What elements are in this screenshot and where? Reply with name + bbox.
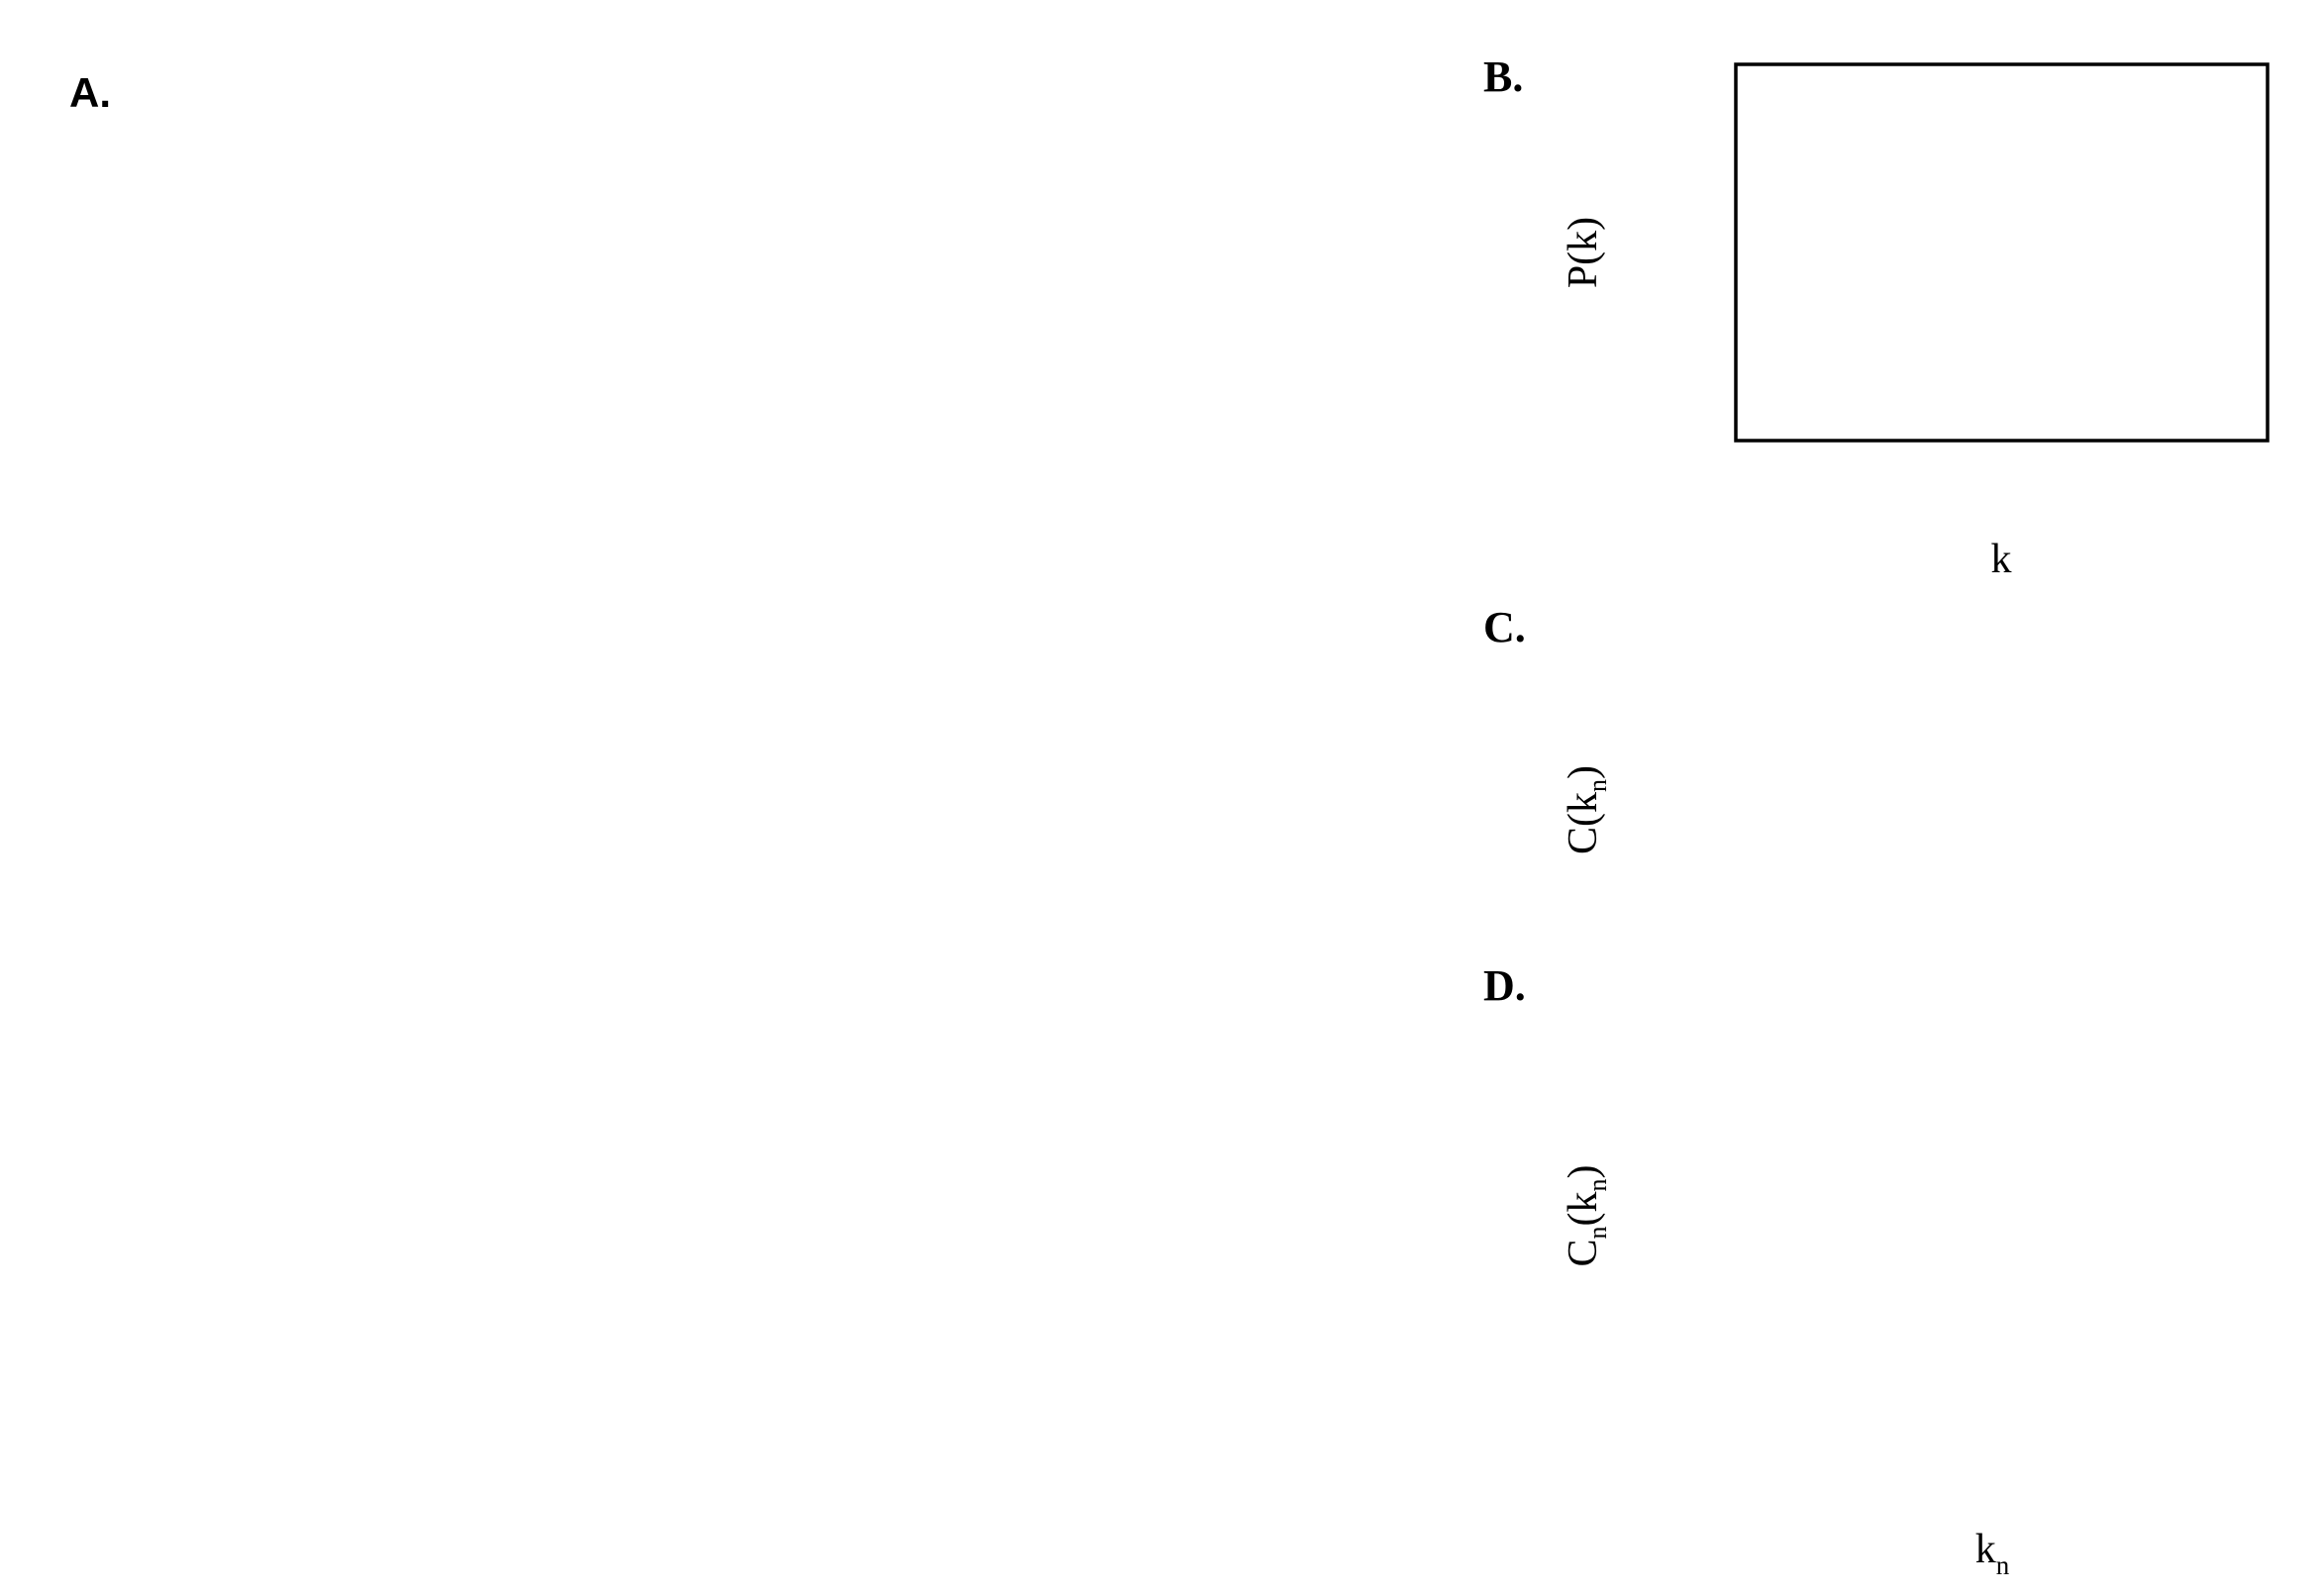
panel-label-b: B. [1483, 52, 1523, 101]
plot-d-x-axis-title: kn [1975, 1527, 2010, 1580]
plot-d-y-axis-title: Cn(kn) [1561, 1164, 1612, 1266]
panel-label-d: D. [1483, 961, 1526, 1010]
plot-pk [1734, 62, 2270, 443]
panel-label-c: C. [1483, 603, 1526, 651]
plot-b-x-axis-title: k [1991, 537, 2012, 582]
plot-b-y-axis-title: P(k) [1561, 217, 1606, 288]
panel-label-a: A. [69, 69, 111, 116]
plot-c-y-axis-title: C(kn) [1561, 765, 1612, 854]
plot-frame [1734, 62, 2270, 443]
